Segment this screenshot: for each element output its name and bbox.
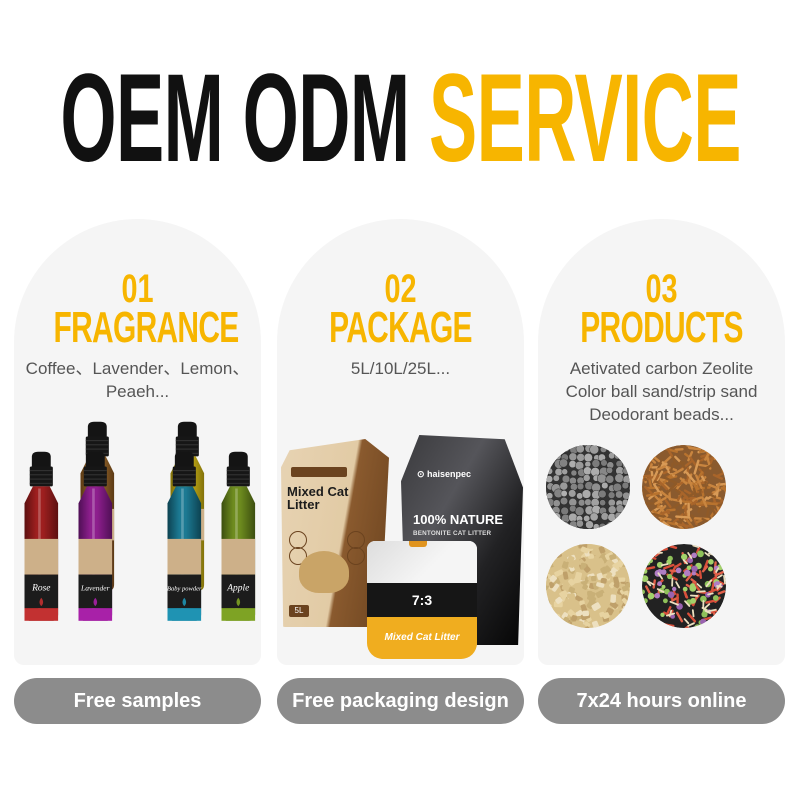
svg-text:Lavender: Lavender <box>80 583 110 592</box>
svg-text:Baby powder: Baby powder <box>167 585 202 592</box>
svg-text:Apple: Apple <box>226 583 249 593</box>
svg-text:Rose: Rose <box>31 583 50 593</box>
